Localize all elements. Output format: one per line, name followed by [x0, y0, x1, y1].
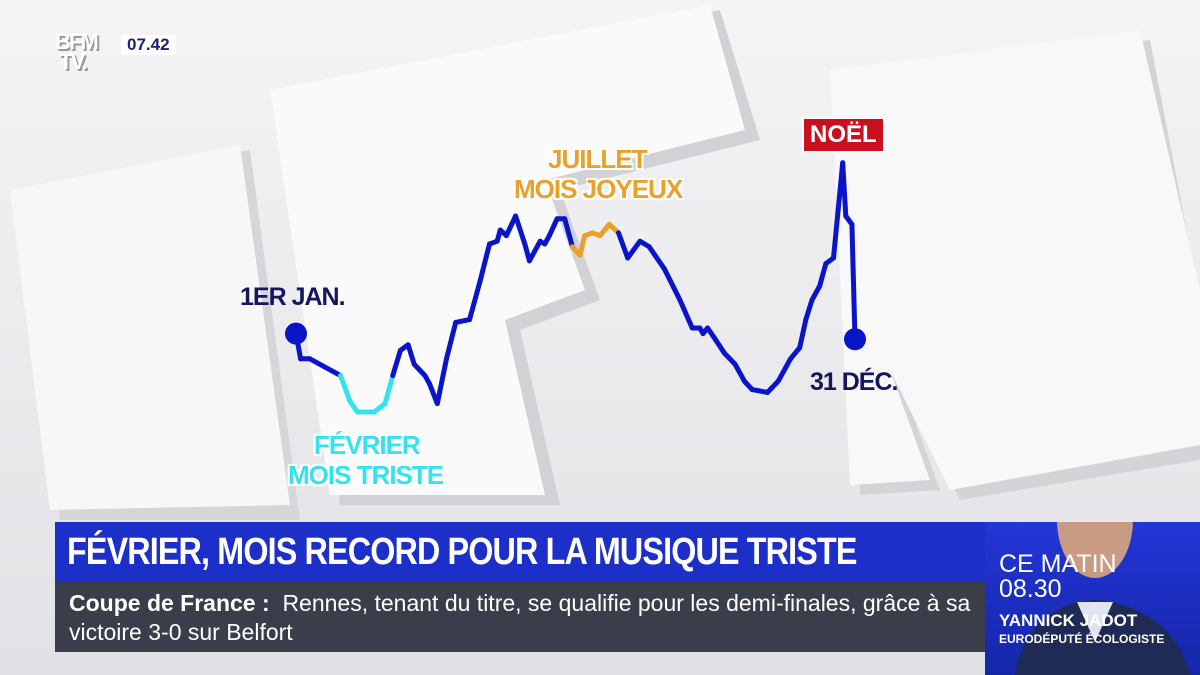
line-segment	[831, 207, 841, 261]
line-segment-février	[338, 373, 353, 404]
line-segment	[732, 361, 747, 384]
line-segment	[775, 356, 793, 384]
guest-role: EURODÉPUTÉ ÉCOLOGISTE	[999, 632, 1165, 646]
ticker-text: Rennes, tenant du titre, se qualifie pou…	[69, 590, 971, 645]
guest-name: YANNICK JADOT	[999, 611, 1138, 630]
line-segment	[646, 244, 668, 272]
line-segment	[444, 319, 459, 362]
line-segment	[840, 160, 849, 219]
ticker-topic: Coupe de France :	[69, 590, 270, 616]
news-ticker: Coupe de France : Rennes, tenant du titr…	[55, 582, 985, 652]
line-segment	[803, 297, 815, 323]
noel-label: NOËL	[802, 117, 885, 153]
line-segment	[797, 317, 809, 351]
line-segment	[809, 283, 823, 303]
guest-photo	[1015, 522, 1190, 675]
line-segment	[749, 387, 770, 395]
line-segment	[307, 356, 344, 379]
line-segment	[526, 238, 543, 264]
line-segment	[390, 347, 403, 379]
line-segment	[712, 336, 727, 356]
end-point	[844, 328, 866, 351]
line-segment	[616, 230, 631, 261]
guest-promo: CE MATIN 08.30 YANNICK JADOT EURODÉPUTÉ É…	[985, 522, 1200, 675]
line-segment	[467, 277, 483, 323]
headline-banner: FÉVRIER, MOIS RECORD POUR LA MUSIQUE TRI…	[55, 522, 985, 582]
july-label: JUILLET	[548, 144, 647, 174]
line-segment	[477, 241, 492, 283]
line-segment	[849, 221, 858, 342]
line-segment	[662, 266, 683, 303]
line-segment	[562, 216, 575, 250]
clock: 07.42	[121, 35, 176, 55]
july-sublabel: MOIS JOYEUX	[514, 174, 683, 204]
line-segment	[513, 213, 528, 247]
guest-line2: 08.30	[999, 575, 1062, 603]
february-label: FÉVRIER	[314, 430, 421, 460]
line-segment	[625, 238, 643, 261]
end-label: 31 DÉC.	[810, 368, 898, 396]
february-sublabel: MOIS TRISTE	[288, 460, 444, 490]
line-segment	[764, 378, 781, 395]
line-segment	[411, 361, 428, 379]
line-segment	[721, 350, 738, 367]
line-segment	[677, 297, 695, 331]
guest-line1: CE MATIN	[999, 550, 1117, 578]
line-segment	[546, 216, 560, 239]
line-segment	[405, 342, 417, 367]
line-segment-juillet	[577, 233, 588, 258]
line-segment-février	[382, 373, 396, 407]
guest-time: CE MATIN 08.30	[999, 552, 1117, 602]
headline: FÉVRIER, MOIS RECORD POUR LA MUSIQUE TRI…	[67, 531, 857, 573]
line-segment	[434, 356, 449, 407]
start-label: 1ER JAN.	[240, 283, 346, 311]
start-point	[285, 322, 307, 345]
bfmtv-logo: BFM TV.	[55, 29, 99, 74]
line-segment	[817, 261, 829, 289]
